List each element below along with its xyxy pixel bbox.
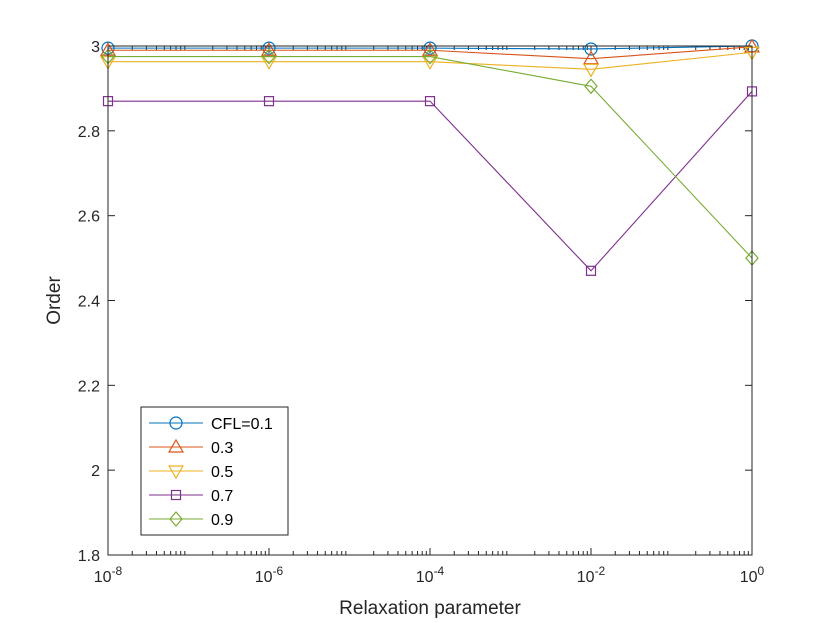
data-point xyxy=(262,48,276,65)
legend: CFL=0.1 0.3 0.5 0.7 0.9 xyxy=(140,406,289,536)
x-tick-label-exponent: -4 xyxy=(434,564,445,578)
data-point xyxy=(585,265,597,276)
series-line xyxy=(108,45,753,50)
legend-item: 0.9 xyxy=(149,511,233,529)
data-point xyxy=(584,42,598,56)
x-tick-label: 10-6 xyxy=(255,564,284,586)
legend-label: 0.7 xyxy=(211,488,233,505)
legend-label: 0.3 xyxy=(211,440,233,457)
legend-marker xyxy=(167,438,185,453)
legend-marker xyxy=(169,416,183,430)
x-tick-label-exponent: -8 xyxy=(112,564,123,578)
x-tick-label: 10-8 xyxy=(94,564,123,586)
x-tick-label-exponent: -2 xyxy=(595,564,606,578)
legend-label: CFL=0.1 xyxy=(211,416,273,433)
legend-item: 0.3 xyxy=(149,438,233,457)
data-point xyxy=(424,96,436,107)
data-point xyxy=(263,96,275,107)
legend-item: 0.7 xyxy=(149,488,233,505)
legend-marker xyxy=(167,465,185,480)
x-tick-label-base: 10 xyxy=(94,569,112,586)
legend-item: 0.5 xyxy=(149,464,233,481)
y-tick-label: 2.8 xyxy=(78,124,100,141)
x-axis-title: Relaxation parameter xyxy=(339,598,521,619)
data-point xyxy=(582,50,600,65)
data-point xyxy=(423,48,437,65)
series-4 xyxy=(102,86,758,276)
legend-label: 0.5 xyxy=(211,464,233,481)
x-tick-label-base: 10 xyxy=(255,569,273,586)
legend-marker xyxy=(169,511,183,527)
y-tick-label: 2.2 xyxy=(78,378,100,395)
y-tick-label: 2 xyxy=(91,463,100,480)
series-line xyxy=(108,56,753,259)
data-point xyxy=(421,42,439,56)
data-point xyxy=(584,78,598,95)
x-tick-label-exponent: 0 xyxy=(758,564,765,578)
x-tick-label-exponent: -6 xyxy=(273,564,284,578)
data-point xyxy=(260,42,278,56)
y-axis-title: Order xyxy=(44,276,65,325)
y-tick-label: 2.6 xyxy=(78,209,100,226)
x-tick-label-base: 10 xyxy=(577,569,595,586)
x-tick-label: 10-2 xyxy=(577,564,606,586)
series-line xyxy=(108,51,753,70)
series-layer xyxy=(99,38,761,276)
legend-item: CFL=0.1 xyxy=(149,416,273,433)
x-tick-label-base: 10 xyxy=(740,569,758,586)
x-tick-label: 100 xyxy=(740,564,765,586)
x-tick-label-base: 10 xyxy=(416,569,434,586)
x-tick-label: 10-4 xyxy=(416,564,445,586)
series-line xyxy=(108,91,753,272)
y-tick-label: 3 xyxy=(91,39,100,56)
legend-marker xyxy=(170,489,182,501)
plot-border xyxy=(107,45,753,556)
y-tick-label: 1.8 xyxy=(78,548,100,565)
data-point xyxy=(582,63,600,78)
y-tick-label: 2.4 xyxy=(78,294,100,311)
legend-label: 0.9 xyxy=(211,512,233,529)
